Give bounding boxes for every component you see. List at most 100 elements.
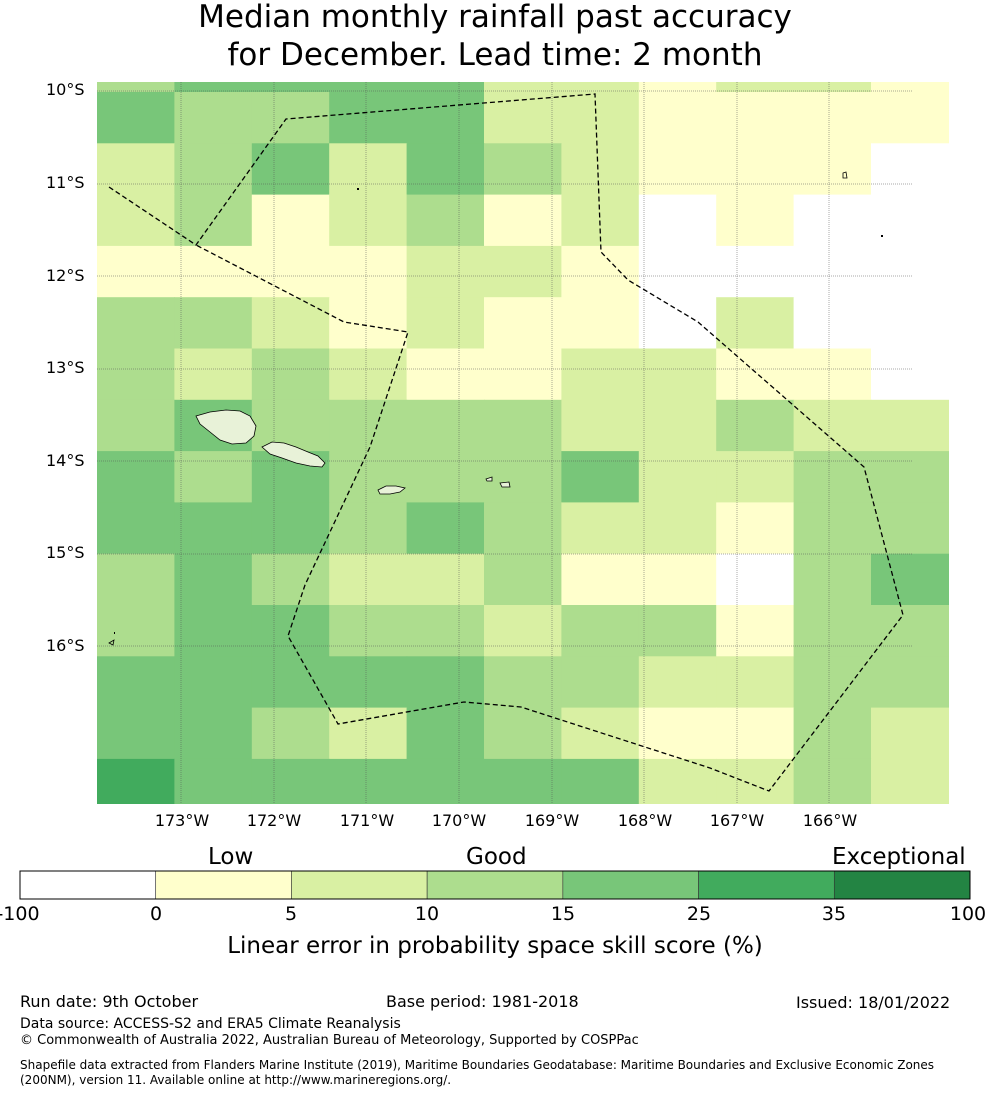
grid-cell xyxy=(793,194,872,247)
grid-cell xyxy=(561,707,640,760)
grid-cell xyxy=(406,143,485,196)
grid-cell xyxy=(561,92,640,144)
grid-cell xyxy=(329,707,408,760)
grid-cell xyxy=(174,348,253,401)
colorbar-tick-35: 35 xyxy=(821,903,847,925)
grid-cell xyxy=(561,82,640,92)
grid-cell xyxy=(406,605,485,657)
grid-cell xyxy=(871,451,949,503)
grid-cell xyxy=(793,451,872,503)
grid-cell xyxy=(251,297,330,350)
colorbar-tick-25: 25 xyxy=(686,903,712,925)
colorbar-tick-15: 15 xyxy=(550,903,576,925)
grid-cell xyxy=(484,656,562,709)
grid-cell xyxy=(716,451,795,503)
grid-cell xyxy=(793,348,872,401)
grid-cell xyxy=(484,553,562,606)
grid-cell xyxy=(484,605,562,657)
grid-cell xyxy=(329,758,408,804)
grid-cell xyxy=(97,143,175,196)
rose-atoll-outline xyxy=(108,639,115,646)
grid-cell xyxy=(561,758,640,804)
grid-cell xyxy=(174,143,253,196)
grid-cell xyxy=(329,92,408,144)
grid-cell xyxy=(871,758,949,804)
shapefile-credit-line-2: (200NM), version 11. Available online at… xyxy=(20,1073,452,1087)
grid-cell xyxy=(793,553,872,606)
grid-cell xyxy=(638,605,717,657)
islet-dot-west xyxy=(114,632,115,634)
run-date: Run date: 9th October xyxy=(20,992,199,1011)
lon-label-171w: 171°W xyxy=(339,811,395,830)
grid-cell xyxy=(329,451,408,503)
lat-label-10s: 10°S xyxy=(46,80,85,99)
chart-title-line-1: Median monthly rainfall past accuracy xyxy=(198,0,792,35)
grid-cell xyxy=(638,451,717,503)
grid-cell xyxy=(716,758,795,804)
grid-cell xyxy=(484,451,562,503)
grid-cell xyxy=(97,451,175,503)
grid-cell xyxy=(561,553,640,606)
lat-label-12s: 12°S xyxy=(46,266,85,285)
legend-category-exceptional: Exceptional xyxy=(832,844,966,870)
grid-cell xyxy=(329,143,408,196)
grid-cell xyxy=(329,605,408,657)
grid-cell xyxy=(174,502,253,555)
grid-cell xyxy=(97,707,175,760)
grid-cell xyxy=(793,297,872,350)
grid-cell xyxy=(716,502,795,555)
grid-cell xyxy=(484,82,562,92)
grid-cell xyxy=(251,92,330,144)
colorbar-segment xyxy=(698,870,835,900)
lon-label-168w: 168°W xyxy=(617,811,673,830)
grid-cell xyxy=(716,399,795,452)
grid-cell xyxy=(174,553,253,606)
grid-cell xyxy=(97,758,175,804)
grid-cell xyxy=(638,297,717,350)
grid-cell xyxy=(329,553,408,606)
grid-cell xyxy=(638,348,717,401)
grid-cell xyxy=(638,194,717,247)
colorbar-segment xyxy=(291,870,428,900)
grid-cell xyxy=(97,194,175,247)
grid-cell xyxy=(174,707,253,760)
tokelau-atoll-outline xyxy=(842,171,848,179)
lon-label-167w: 167°W xyxy=(709,811,765,830)
grid-cell xyxy=(561,399,640,452)
graticule xyxy=(97,82,912,804)
base-period: Base period: 1981-2018 xyxy=(386,992,579,1011)
grid-cell xyxy=(484,245,562,298)
grid-cell xyxy=(561,143,640,196)
grid-cell xyxy=(638,758,717,804)
colorbar-tick-0: 0 xyxy=(149,903,163,925)
grid-cell xyxy=(638,92,717,144)
grid-cell xyxy=(174,194,253,247)
colorbar-tick-5: 5 xyxy=(284,903,298,925)
grid-cell xyxy=(638,656,717,709)
grid-cell xyxy=(793,656,872,709)
copyright-notice: © Commonwealth of Australia 2022, Austra… xyxy=(20,1033,639,1048)
grid-cell xyxy=(97,399,175,452)
grid-cell xyxy=(406,656,485,709)
grid-cell xyxy=(329,656,408,709)
grid-cell xyxy=(871,245,949,298)
grid-cell xyxy=(871,143,949,196)
manua-island-outline-1 xyxy=(485,476,493,482)
grid-cell xyxy=(97,245,175,298)
lat-label-16s: 16°S xyxy=(46,636,85,655)
grid-cell xyxy=(638,245,717,298)
grid-cell xyxy=(484,707,562,760)
grid-cell xyxy=(716,82,795,92)
grid-cell xyxy=(871,553,949,606)
grid-cell xyxy=(484,348,562,401)
grid-cell xyxy=(716,553,795,606)
grid-cell xyxy=(251,553,330,606)
grid-cell xyxy=(406,502,485,555)
grid-cell xyxy=(97,92,175,144)
grid-cell xyxy=(329,348,408,401)
colorbar xyxy=(19,870,971,900)
grid-cell xyxy=(871,502,949,555)
grid-cell xyxy=(174,605,253,657)
eez-boundary xyxy=(108,93,904,792)
